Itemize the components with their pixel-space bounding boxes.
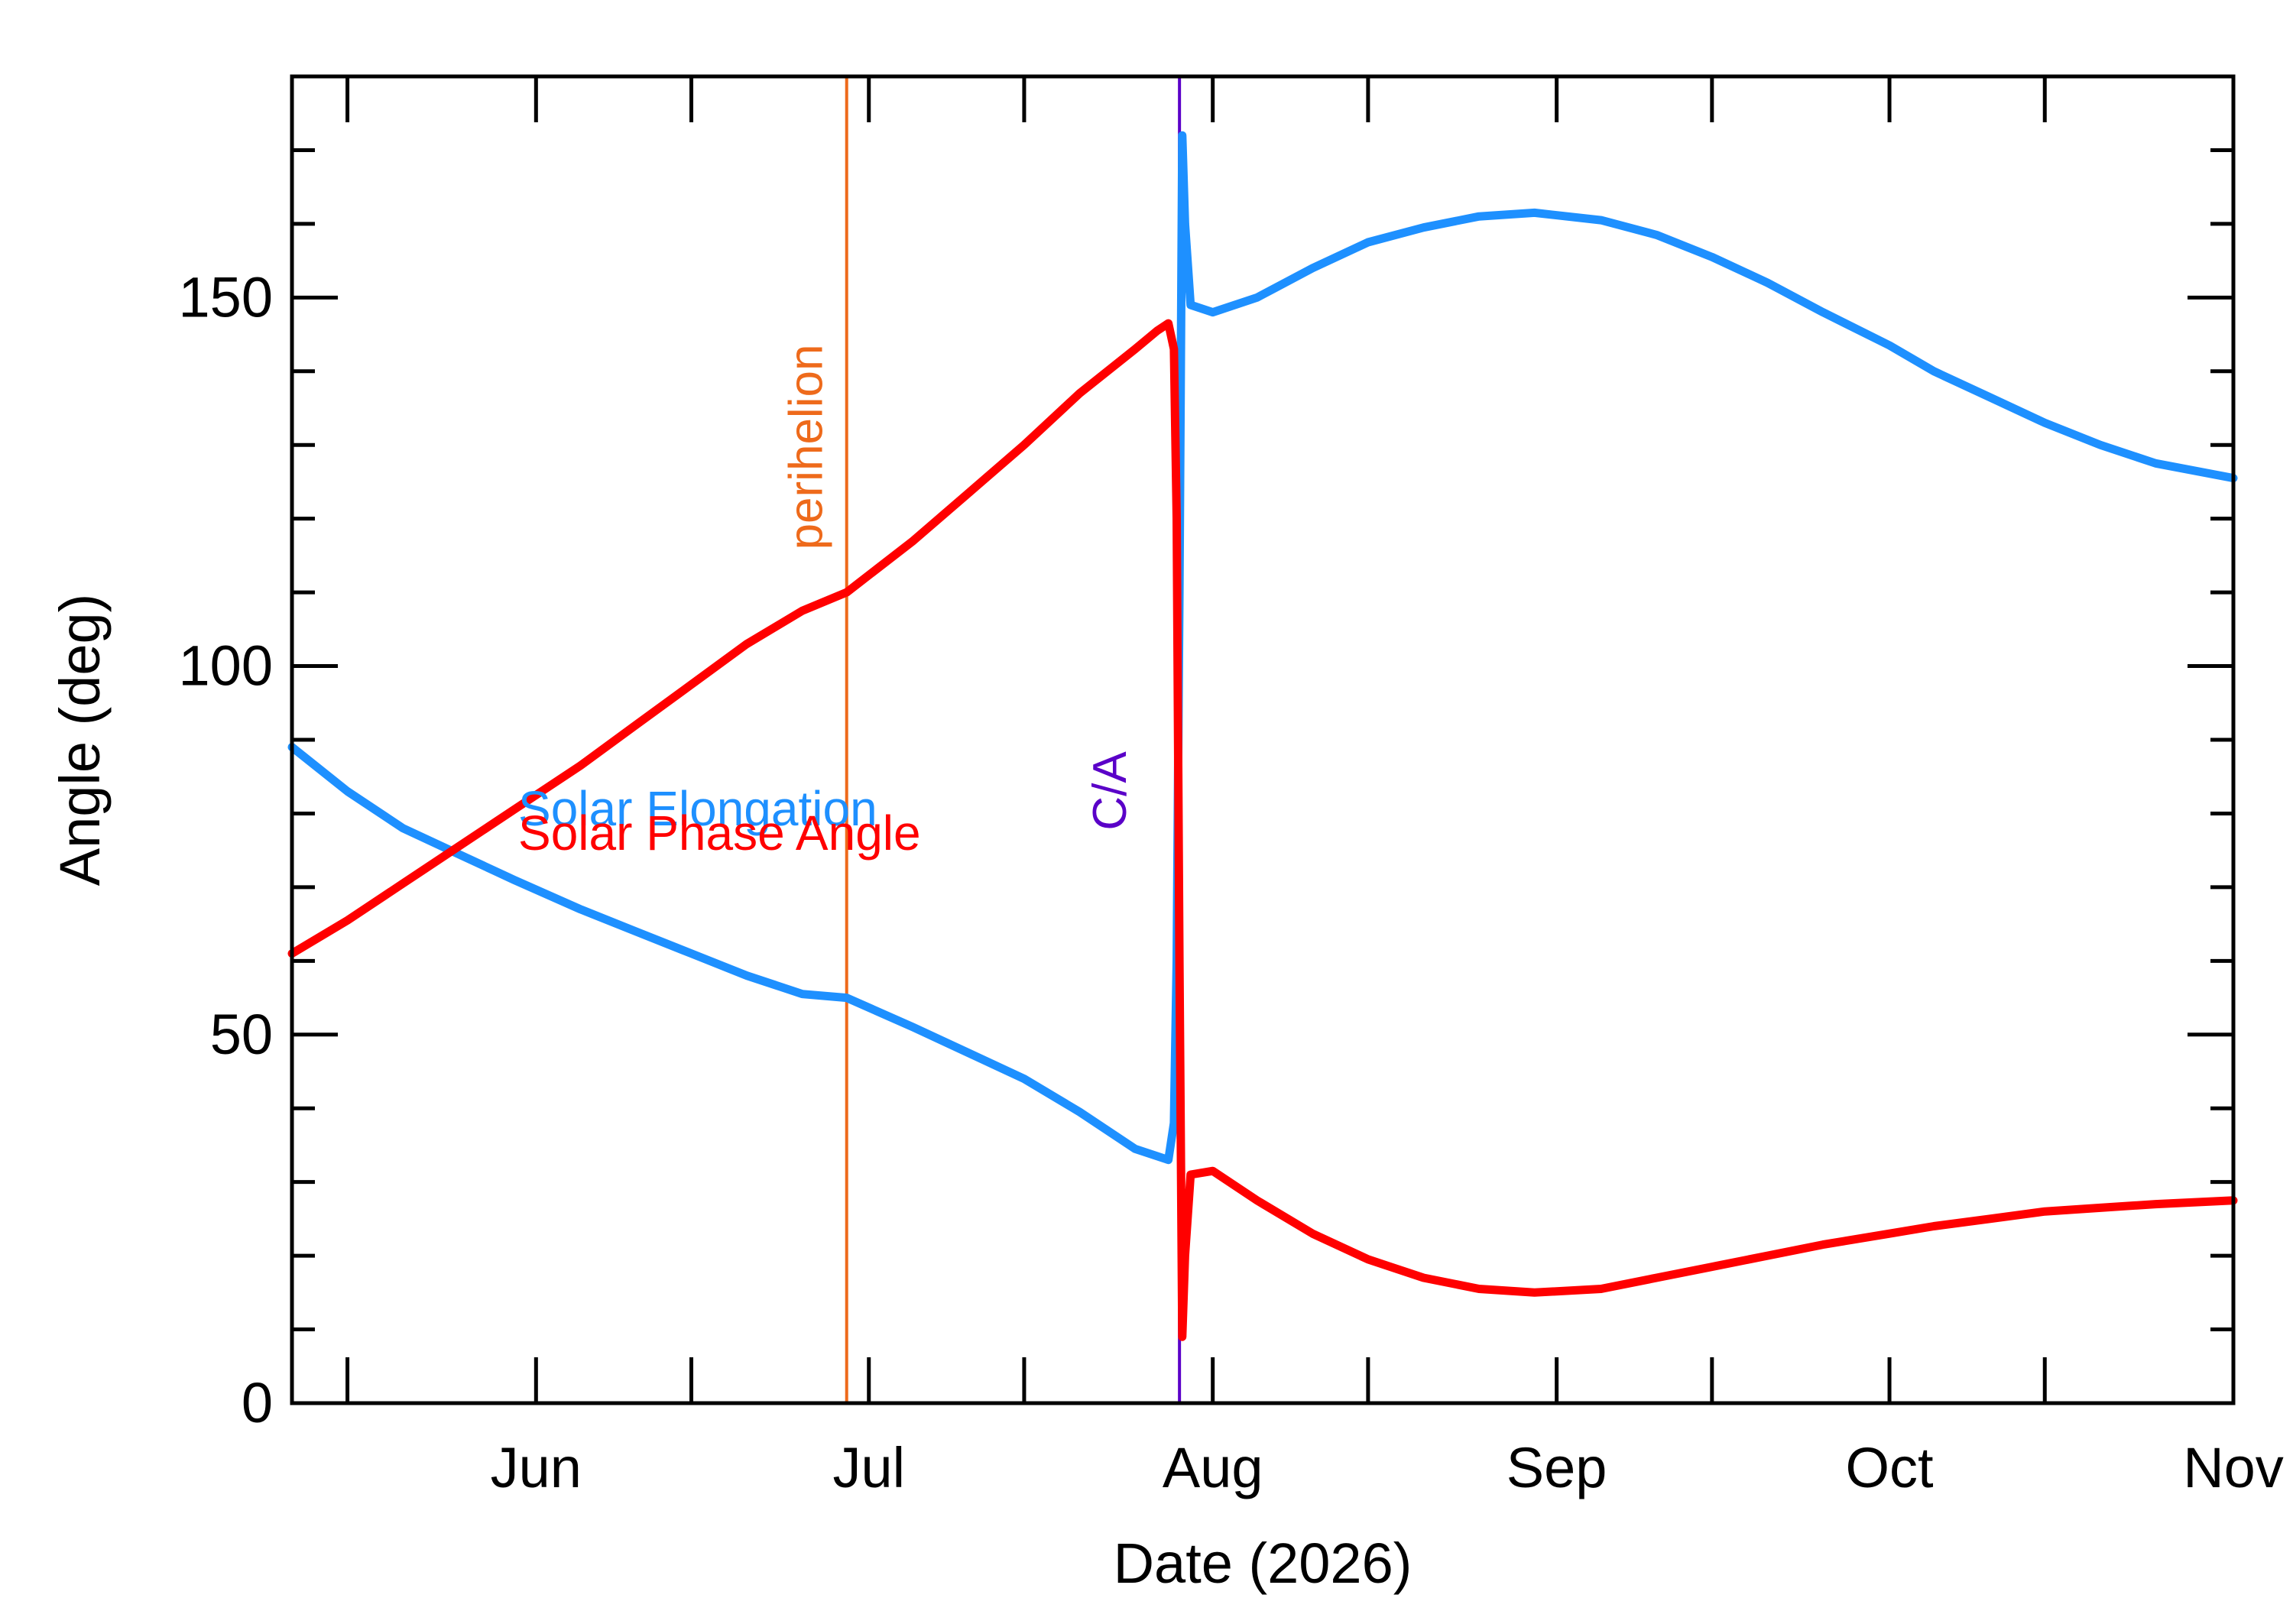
tick-labels: 0 50 100 150 Jun Jul Aug Sep Oct Nov bbox=[179, 265, 2284, 1499]
x-tick-label: Jul bbox=[832, 1436, 905, 1499]
x-tick-label: Oct bbox=[1845, 1436, 1934, 1499]
x-tick-label: Nov bbox=[2183, 1436, 2284, 1499]
series-lines bbox=[287, 131, 2238, 1341]
y-tick-label: 150 bbox=[179, 265, 273, 329]
x-tick-label: Jun bbox=[491, 1436, 582, 1499]
y-tick-label: 100 bbox=[179, 634, 273, 698]
x-tick-label: Aug bbox=[1163, 1436, 1263, 1499]
plot-frame bbox=[290, 74, 2236, 1405]
y-tick-label: 50 bbox=[210, 1003, 273, 1066]
y-axis-title: Angle (deg) bbox=[48, 594, 112, 887]
x-axis-title: Date (2026) bbox=[1114, 1532, 1412, 1595]
y-tick-label: 0 bbox=[242, 1371, 273, 1434]
series-line-solar-elongation bbox=[287, 131, 2238, 1165]
series-label-solar-phase-angle: Solar Phase Angle bbox=[518, 806, 921, 861]
closest-approach-label: C/A bbox=[1084, 751, 1137, 831]
x-tick-label: Sep bbox=[1507, 1436, 1607, 1499]
perihelion-label: perihelion bbox=[780, 345, 833, 550]
series-label-solar-elongation: Solar Elongation bbox=[518, 781, 877, 836]
series-line-solar-phase-angle bbox=[287, 319, 2238, 1341]
